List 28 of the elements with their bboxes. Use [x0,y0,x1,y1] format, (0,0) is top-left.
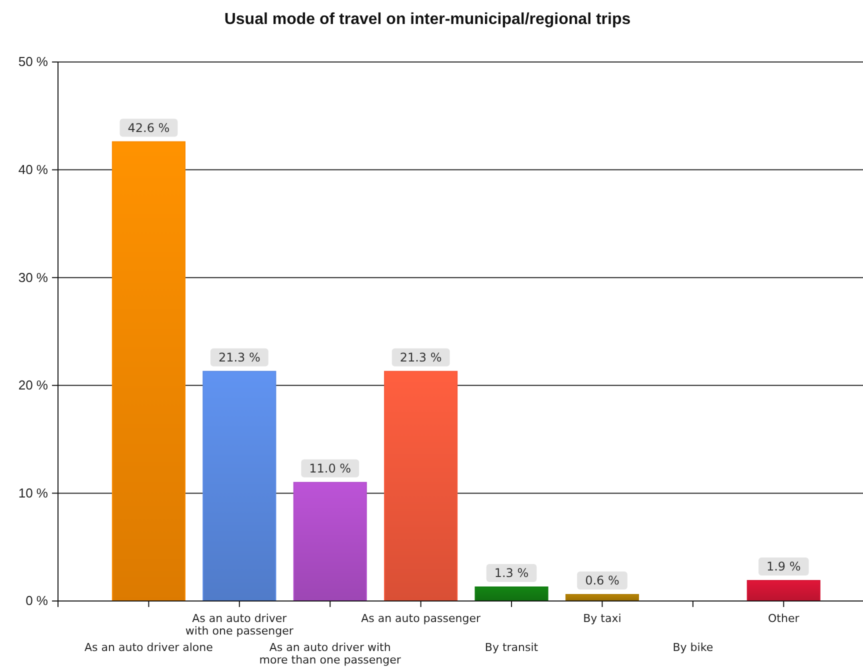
data-label: 42.6 % [128,120,170,135]
y-tick-label: 20 % [18,378,48,393]
y-tick-label: 40 % [18,162,48,177]
data-label: 21.3 % [400,350,442,365]
x-tick-label: As an auto driver with one passenger [185,612,294,638]
bar [202,370,276,602]
data-label: 11.0 % [309,462,352,476]
x-tick-label: By transit [484,641,539,654]
x-tick-label: By taxi [583,612,622,625]
data-label: 21.3 % [218,350,260,365]
bar [474,586,548,602]
bar [746,580,820,602]
x-tick-label: Other [768,612,800,625]
y-tick-label: 30 % [18,270,48,285]
y-tick-label: 0 % [26,593,48,608]
x-tick-label: As an auto driver with more than one passenger [259,641,402,667]
data-label: 0.6 % [585,574,620,588]
bar [384,370,458,602]
x-tick-label: By bike [672,641,714,654]
y-tick-label: 50 % [18,54,48,70]
bar [293,482,367,602]
x-tick-label: As an auto passenger [361,612,481,625]
data-label: 1.9 % [766,560,801,574]
chart-title: Usual mode of travel on inter-municipal/regional trips [224,11,631,28]
bar [112,141,186,602]
x-tick-label: As an auto driver alone [84,641,214,654]
data-label: 1.3 % [494,566,529,580]
y-tick-label: 10 % [18,485,48,500]
